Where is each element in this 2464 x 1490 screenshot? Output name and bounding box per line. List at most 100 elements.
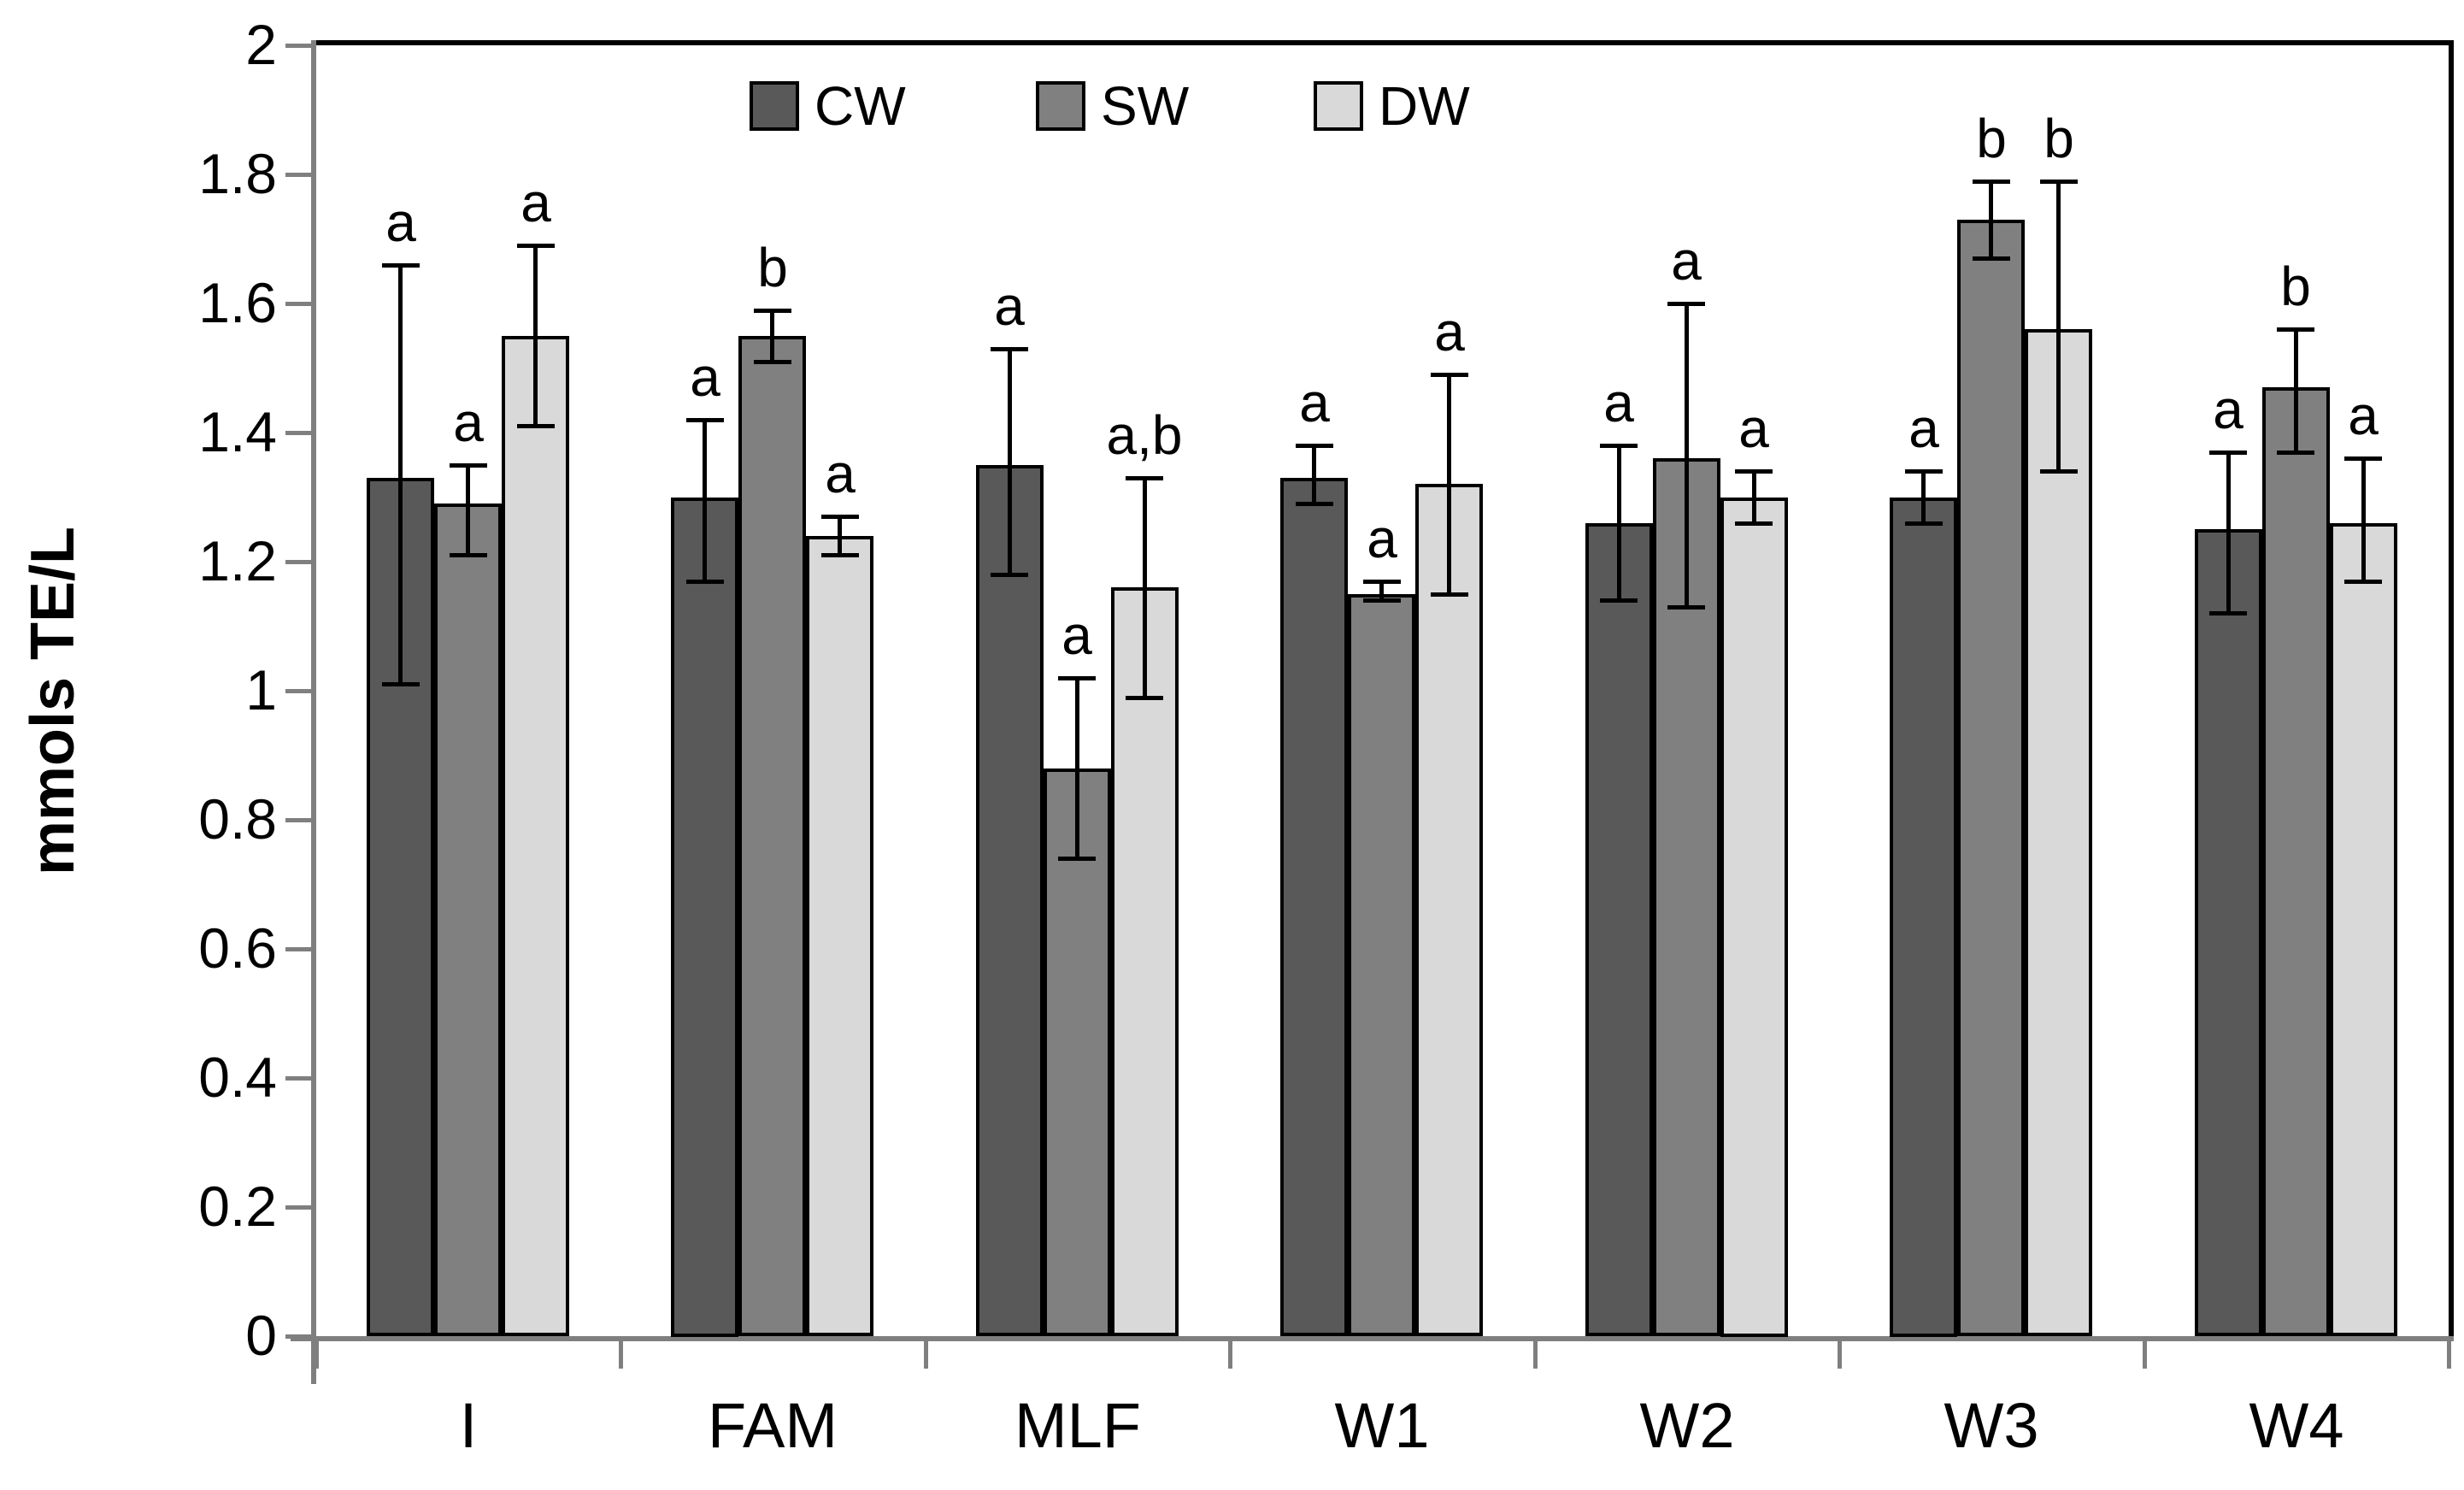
error-bar <box>1921 471 1926 522</box>
significance-letter: a <box>690 346 720 408</box>
x-tick-label: W1 <box>1334 1390 1430 1461</box>
x-tick <box>315 1341 319 1369</box>
y-tick-label: 0.4 <box>198 1045 277 1109</box>
y-tick <box>285 818 311 822</box>
y-axis-title: mmols TE/L <box>19 526 87 876</box>
plot-frame-top <box>316 40 2454 45</box>
significance-letter: a <box>520 172 551 233</box>
x-tick-label: W3 <box>1944 1390 2039 1461</box>
error-bar <box>1075 678 1079 858</box>
error-bar-cap-top <box>1905 469 1943 474</box>
bar <box>1957 220 2025 1336</box>
y-tick <box>285 1205 311 1210</box>
y-tick <box>285 947 311 951</box>
bar <box>1044 769 1111 1336</box>
error-bar-cap-top <box>2277 327 2314 332</box>
y-tick-label: 1.2 <box>198 529 277 592</box>
error-bar-cap-top <box>1363 580 1401 584</box>
y-tick-label: 1.4 <box>198 400 277 463</box>
bar <box>1111 587 1179 1336</box>
error-bar-cap-bottom <box>1126 696 1163 700</box>
error-bar-cap-bottom <box>450 553 487 557</box>
error-bar <box>703 420 707 581</box>
significance-letter: a <box>1061 604 1092 666</box>
error-bar <box>1008 349 1012 574</box>
error-bar <box>1685 303 1689 607</box>
y-tick <box>285 560 311 564</box>
x-tick-label: FAM <box>707 1390 838 1461</box>
x-tick <box>1838 1341 1842 1369</box>
error-bar-cap-top <box>1973 180 2010 184</box>
y-tick-label: 2 <box>245 13 277 76</box>
x-tick-label: W4 <box>2249 1390 2344 1461</box>
y-tick-label: 0.8 <box>198 787 277 851</box>
error-bar-cap-top <box>821 515 859 519</box>
bar <box>1585 523 1653 1336</box>
error-bar <box>2361 458 2366 580</box>
error-bar-cap-bottom <box>382 682 420 686</box>
error-bar-cap-top <box>1431 373 1468 377</box>
error-bar-cap-bottom <box>754 360 791 364</box>
error-bar-cap-bottom <box>1363 598 1401 603</box>
legend-swatch <box>1036 81 1085 131</box>
error-bar-cap-top <box>686 418 724 422</box>
error-bar <box>1447 374 1451 594</box>
error-bar-cap-bottom <box>821 553 859 557</box>
plot-frame-right <box>2449 40 2454 1336</box>
legend-item: SW <box>1036 79 1189 133</box>
error-bar-cap-bottom <box>1667 605 1705 610</box>
significance-letter: a <box>1299 372 1330 433</box>
bar <box>1720 498 1788 1337</box>
x-tick-label: W2 <box>1639 1390 1735 1461</box>
error-bar <box>533 245 538 426</box>
bar <box>1890 498 1957 1337</box>
bar <box>1348 594 1415 1336</box>
significance-letter: b <box>2280 256 2311 317</box>
x-tick <box>2143 1341 2147 1369</box>
y-tick-label: 1 <box>245 658 277 721</box>
y-axis-line <box>311 40 316 1384</box>
error-bar-cap-bottom <box>517 424 555 428</box>
bar <box>2262 387 2330 1336</box>
error-bar-cap-top <box>450 463 487 468</box>
bar <box>2195 529 2262 1336</box>
x-tick <box>1533 1341 1538 1369</box>
error-bar <box>1989 181 1993 259</box>
error-bar-cap-top <box>2344 456 2382 461</box>
y-tick-label: 0 <box>245 1304 277 1367</box>
error-bar <box>1143 478 1147 698</box>
significance-letter: a <box>994 275 1025 337</box>
y-tick <box>285 1334 311 1339</box>
significance-letter: a <box>1603 372 1634 433</box>
error-bar-cap-bottom <box>686 580 724 584</box>
y-tick <box>285 431 311 435</box>
error-bar-cap-top <box>1058 676 1096 680</box>
significance-letter: a <box>453 392 484 453</box>
error-bar <box>2226 452 2231 614</box>
x-tick <box>1228 1341 1232 1369</box>
error-bar-cap-top <box>991 347 1028 351</box>
error-bar-cap-bottom <box>1735 521 1773 526</box>
error-bar-cap-bottom <box>1600 598 1638 603</box>
y-tick <box>285 1076 311 1081</box>
significance-letter: a <box>2348 385 2379 446</box>
error-bar <box>466 465 470 556</box>
y-tick <box>285 689 311 693</box>
error-bar <box>1617 445 1621 600</box>
bar <box>2025 329 2092 1336</box>
significance-letter: a <box>825 443 856 504</box>
significance-letter: a <box>1738 398 1769 459</box>
y-tick <box>285 173 311 177</box>
error-bar <box>770 310 774 362</box>
x-tick <box>619 1341 623 1369</box>
error-bar-cap-top <box>1296 444 1333 448</box>
y-tick-label: 1.6 <box>198 271 277 334</box>
error-bar-cap-bottom <box>2209 611 2247 615</box>
legend-swatch <box>1314 81 1363 131</box>
x-tick-label: MLF <box>1014 1390 1141 1461</box>
significance-letter: a <box>1367 508 1397 569</box>
error-bar-cap-bottom <box>1905 521 1943 526</box>
significance-letter: b <box>2044 108 2074 169</box>
error-bar-cap-top <box>754 309 791 313</box>
